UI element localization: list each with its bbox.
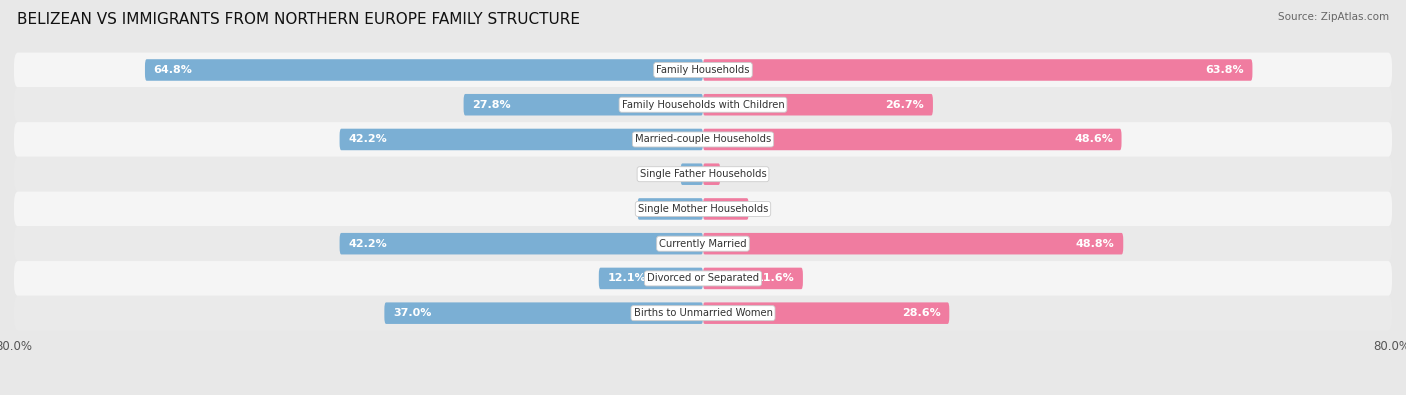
FancyBboxPatch shape <box>703 233 1123 254</box>
Text: 2.0%: 2.0% <box>688 169 716 179</box>
Text: 64.8%: 64.8% <box>153 65 193 75</box>
Text: 2.6%: 2.6% <box>685 169 713 179</box>
FancyBboxPatch shape <box>14 122 1392 157</box>
FancyBboxPatch shape <box>703 268 803 289</box>
FancyBboxPatch shape <box>599 268 703 289</box>
Text: 42.2%: 42.2% <box>349 239 387 249</box>
Text: Source: ZipAtlas.com: Source: ZipAtlas.com <box>1278 12 1389 22</box>
Text: BELIZEAN VS IMMIGRANTS FROM NORTHERN EUROPE FAMILY STRUCTURE: BELIZEAN VS IMMIGRANTS FROM NORTHERN EUR… <box>17 12 579 27</box>
FancyBboxPatch shape <box>384 303 703 324</box>
FancyBboxPatch shape <box>340 233 703 254</box>
FancyBboxPatch shape <box>14 226 1392 261</box>
FancyBboxPatch shape <box>703 59 1253 81</box>
FancyBboxPatch shape <box>703 198 748 220</box>
Text: Married-couple Households: Married-couple Households <box>636 134 770 145</box>
Text: Currently Married: Currently Married <box>659 239 747 249</box>
Text: 7.6%: 7.6% <box>643 204 671 214</box>
FancyBboxPatch shape <box>703 303 949 324</box>
FancyBboxPatch shape <box>145 59 703 81</box>
Text: 28.6%: 28.6% <box>901 308 941 318</box>
FancyBboxPatch shape <box>703 94 934 115</box>
Text: 48.8%: 48.8% <box>1076 239 1115 249</box>
Text: Single Mother Households: Single Mother Households <box>638 204 768 214</box>
Text: 42.2%: 42.2% <box>349 134 387 145</box>
Text: Family Households: Family Households <box>657 65 749 75</box>
Text: 37.0%: 37.0% <box>392 308 432 318</box>
Text: 12.1%: 12.1% <box>607 273 645 284</box>
Text: 26.7%: 26.7% <box>886 100 924 110</box>
Text: Divorced or Separated: Divorced or Separated <box>647 273 759 284</box>
FancyBboxPatch shape <box>14 157 1392 192</box>
FancyBboxPatch shape <box>14 296 1392 331</box>
Text: Single Father Households: Single Father Households <box>640 169 766 179</box>
Text: 5.3%: 5.3% <box>716 204 744 214</box>
FancyBboxPatch shape <box>703 164 720 185</box>
FancyBboxPatch shape <box>637 198 703 220</box>
FancyBboxPatch shape <box>681 164 703 185</box>
FancyBboxPatch shape <box>14 53 1392 87</box>
FancyBboxPatch shape <box>464 94 703 115</box>
Text: Births to Unmarried Women: Births to Unmarried Women <box>634 308 772 318</box>
Text: 63.8%: 63.8% <box>1205 65 1244 75</box>
FancyBboxPatch shape <box>14 87 1392 122</box>
FancyBboxPatch shape <box>340 129 703 150</box>
Text: Family Households with Children: Family Households with Children <box>621 100 785 110</box>
Text: 27.8%: 27.8% <box>472 100 510 110</box>
Text: 48.6%: 48.6% <box>1074 134 1114 145</box>
FancyBboxPatch shape <box>14 261 1392 296</box>
Text: 11.6%: 11.6% <box>755 273 794 284</box>
FancyBboxPatch shape <box>14 192 1392 226</box>
FancyBboxPatch shape <box>703 129 1122 150</box>
